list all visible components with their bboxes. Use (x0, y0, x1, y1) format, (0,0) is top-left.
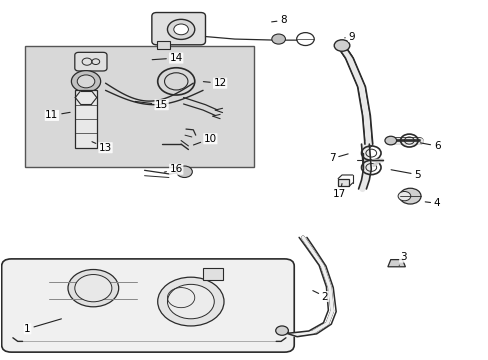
Bar (337, 179, 348, 186)
Text: 2: 2 (312, 291, 327, 302)
Text: 1: 1 (24, 319, 61, 334)
Circle shape (71, 71, 101, 92)
Text: 16: 16 (164, 164, 183, 174)
Circle shape (158, 277, 224, 326)
Text: 10: 10 (193, 134, 217, 145)
Circle shape (399, 188, 420, 204)
Bar (157, 41, 170, 49)
Circle shape (333, 40, 349, 51)
Circle shape (167, 284, 214, 319)
Bar (75, 90, 97, 148)
Text: 15: 15 (135, 100, 168, 110)
Text: 5: 5 (390, 170, 420, 180)
Circle shape (271, 34, 285, 44)
Text: 14: 14 (152, 53, 183, 63)
Text: 6: 6 (420, 141, 440, 151)
Circle shape (167, 19, 194, 40)
Circle shape (384, 136, 396, 145)
Circle shape (75, 275, 112, 302)
Circle shape (275, 326, 288, 335)
FancyBboxPatch shape (1, 259, 294, 352)
Circle shape (77, 75, 95, 88)
Text: 7: 7 (328, 153, 347, 163)
Polygon shape (387, 260, 405, 267)
Text: 13: 13 (92, 142, 112, 153)
Text: 4: 4 (425, 198, 440, 208)
FancyBboxPatch shape (152, 13, 205, 45)
FancyBboxPatch shape (75, 52, 107, 71)
Text: 12: 12 (203, 78, 226, 88)
Text: 8: 8 (271, 15, 286, 26)
Text: 17: 17 (332, 184, 346, 199)
Circle shape (68, 270, 119, 307)
Text: 9: 9 (344, 32, 354, 41)
Text: 3: 3 (398, 252, 406, 265)
Circle shape (397, 192, 410, 201)
Bar (25, 45, 254, 167)
Bar (203, 268, 222, 280)
Circle shape (176, 166, 192, 177)
Text: 11: 11 (45, 111, 70, 121)
Circle shape (173, 24, 188, 35)
